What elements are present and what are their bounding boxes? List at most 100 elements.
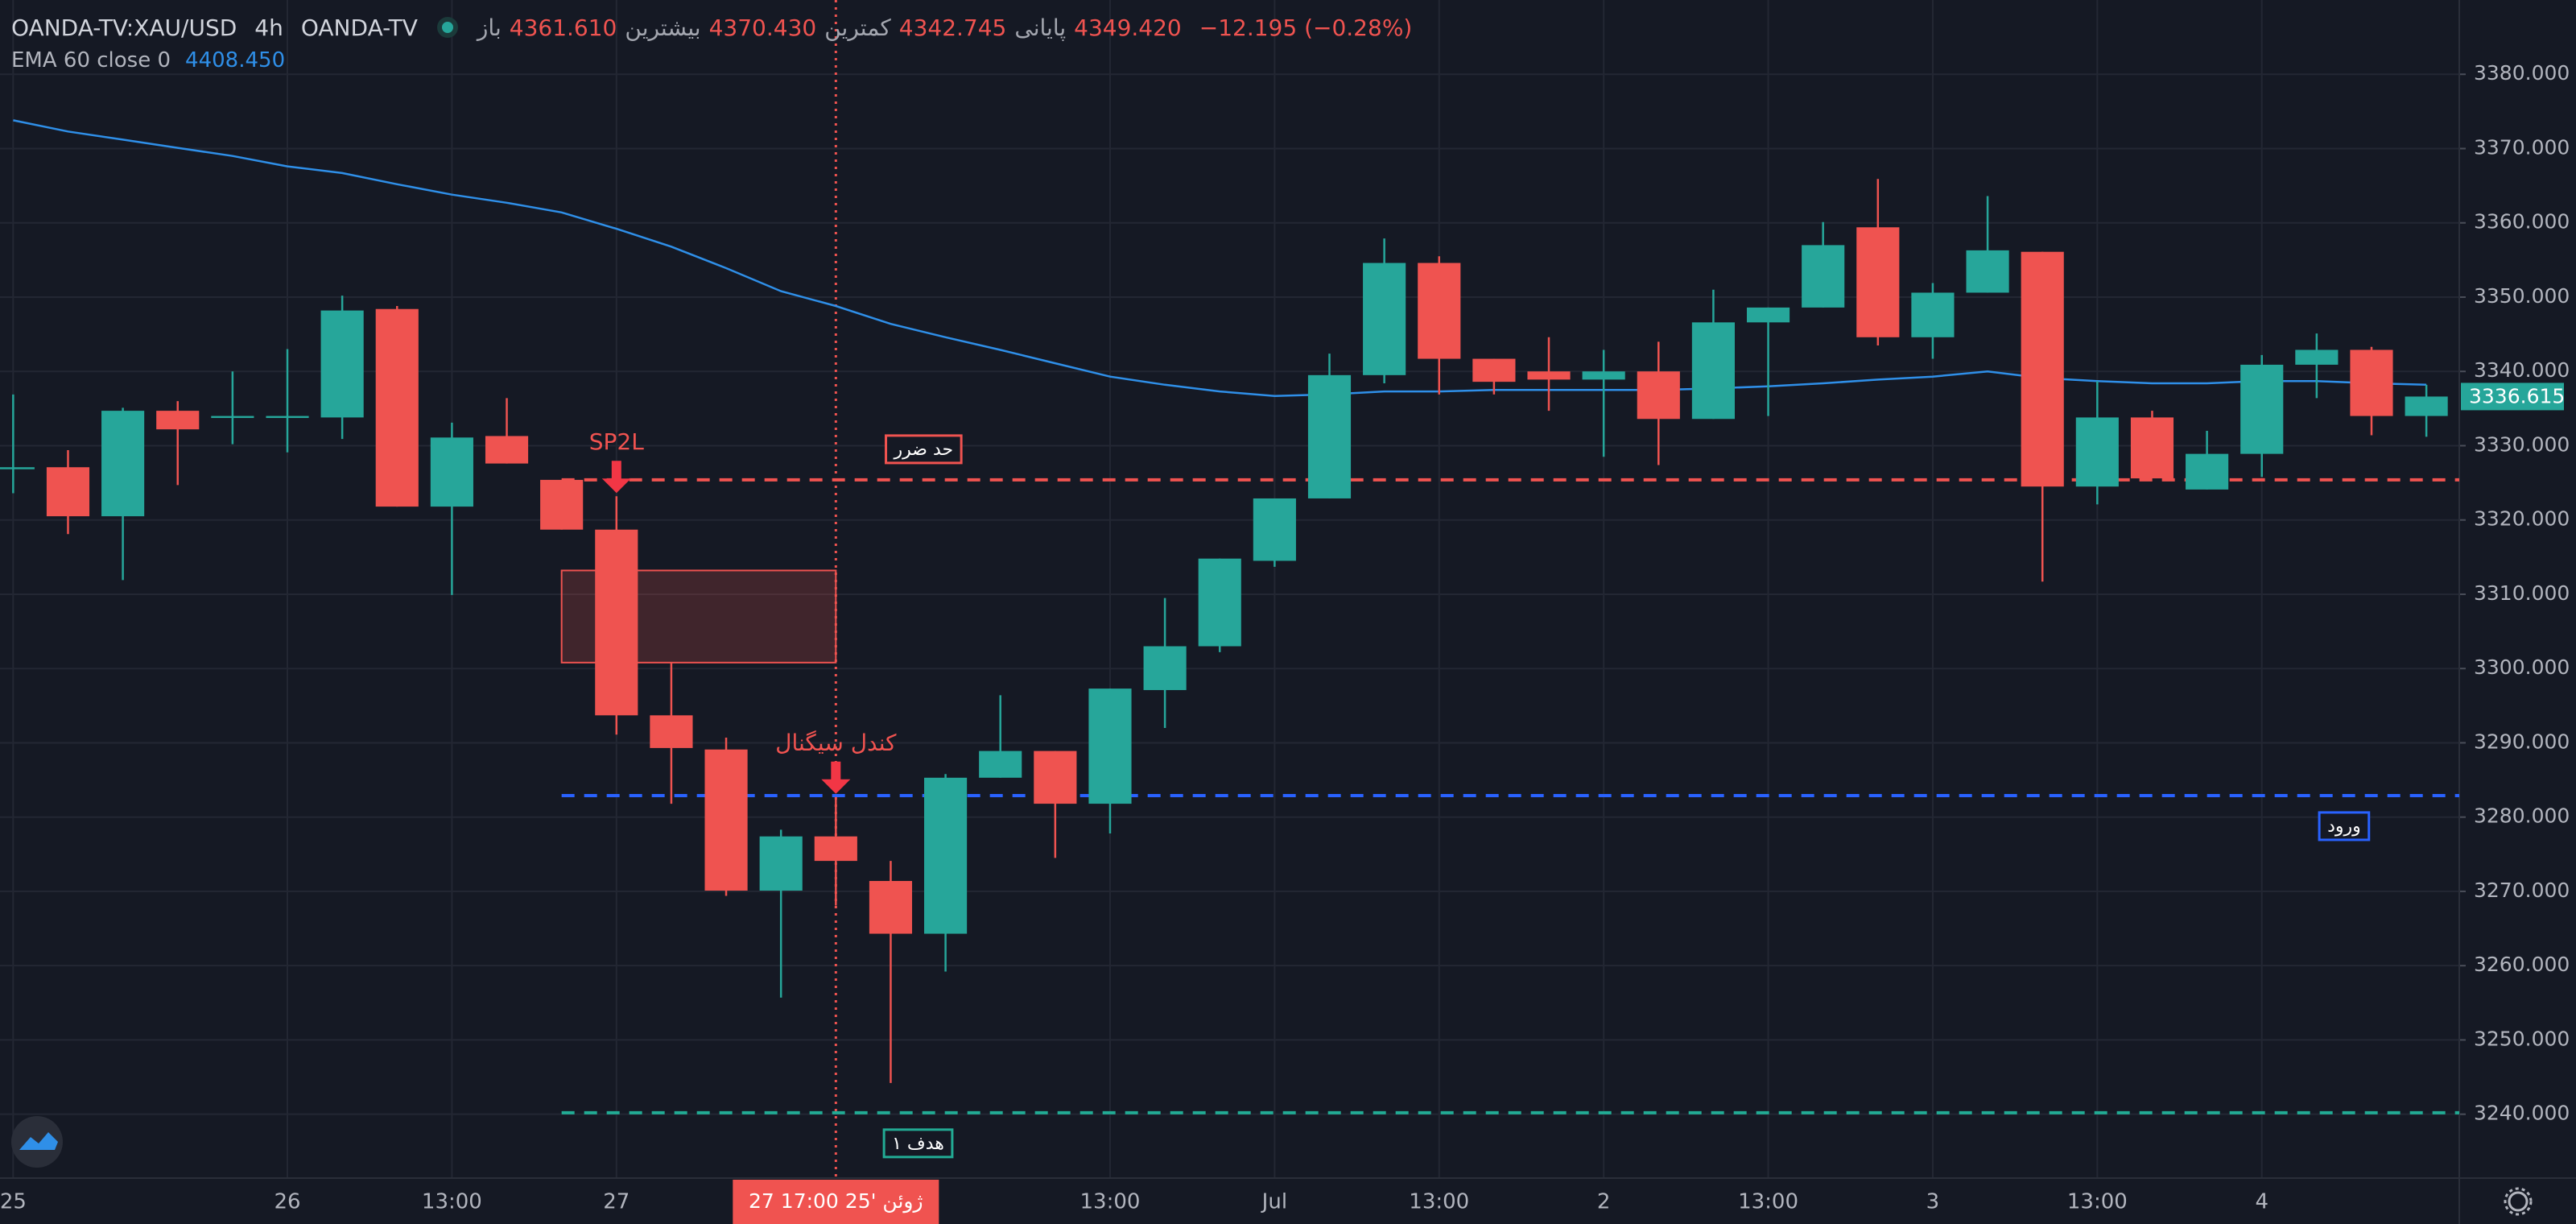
ohlc-label: کمترین xyxy=(824,14,891,41)
y-tick-label: 3280.000 xyxy=(2474,804,2570,828)
y-tick-label: 3330.000 xyxy=(2474,432,2570,456)
gear-outer xyxy=(2504,1187,2533,1216)
level-label: هدف ۱ xyxy=(882,1128,954,1159)
candle-body xyxy=(2405,396,2448,416)
gear-ring xyxy=(2508,1191,2529,1212)
indicator-name[interactable]: EMA 60 close 0 xyxy=(11,48,171,72)
source: OANDA-TV xyxy=(300,14,418,41)
annotation: SP2L xyxy=(589,428,644,455)
level-label-box xyxy=(885,434,963,465)
x-tick-label: 13:00 xyxy=(1080,1190,1141,1214)
indicator-legend: EMA 60 close 0 4408.450 xyxy=(11,48,285,72)
candle-body xyxy=(1363,263,1406,375)
level-label-text: هدف ۱ xyxy=(892,1134,944,1154)
candle-body xyxy=(1691,322,1735,420)
candle-body xyxy=(1307,374,1352,498)
crosshair-label-box xyxy=(733,1180,939,1224)
y-tick-label: 3340.000 xyxy=(2474,358,2570,382)
crosshair-label: 27 ژوئن '25 17:00 xyxy=(733,1180,939,1224)
symbol[interactable]: OANDA-TV:XAU/USD xyxy=(11,14,237,41)
candle-body xyxy=(430,437,473,507)
candle-body xyxy=(704,749,748,891)
x-tick-label: 2 xyxy=(1597,1190,1611,1214)
candle-body xyxy=(979,751,1022,778)
ohlc-value: 4342.745 xyxy=(898,14,1007,41)
candle-body xyxy=(924,777,968,934)
y-tick-label: 3370.000 xyxy=(2474,135,2570,159)
candle-body xyxy=(1911,292,1955,337)
ohlc-value: 4349.420 xyxy=(1074,14,1182,41)
y-tick-label: 3320.000 xyxy=(2474,507,2570,531)
candle-body xyxy=(46,467,90,517)
candle-body xyxy=(2295,349,2339,365)
y-tick-label: 3250.000 xyxy=(2474,1027,2570,1050)
y-tick-label: 3360.000 xyxy=(2474,210,2570,234)
logo-mark xyxy=(19,1132,58,1150)
candle-body xyxy=(1418,263,1461,359)
candle-body xyxy=(1746,307,1790,323)
candle-body xyxy=(1637,371,1680,420)
candle-body xyxy=(1034,751,1077,804)
candle-body xyxy=(1856,227,1900,337)
candle-body xyxy=(540,479,584,530)
x-tick-label: 26 xyxy=(274,1190,300,1214)
x-tick-label: 13:00 xyxy=(2067,1190,2128,1214)
ohlc-label: پایانی xyxy=(1014,14,1067,41)
last-price-label: 3336.615 xyxy=(2469,384,2565,407)
candle-body xyxy=(2240,364,2284,454)
level-label-box xyxy=(2318,811,2371,842)
candle-body xyxy=(375,308,419,507)
level-label-text: ورود xyxy=(2327,817,2361,837)
candle-body xyxy=(1582,371,1625,380)
interval[interactable]: 4h xyxy=(254,14,283,41)
ohlc-value: 4361.610 xyxy=(509,14,617,41)
candle-body xyxy=(1472,358,1516,382)
level-label: حد ضرر xyxy=(885,434,963,465)
candle-body xyxy=(650,715,693,748)
y-tick-label: 3380.000 xyxy=(2474,61,2570,85)
level-label-text: حد ضرر xyxy=(894,440,954,460)
y-tick-label: 3350.000 xyxy=(2474,284,2570,308)
x-tick-label: 13:00 xyxy=(422,1190,482,1214)
candle-body xyxy=(485,436,529,464)
signal-arrow xyxy=(821,761,851,794)
ohlc-label: باز xyxy=(477,14,502,41)
candle-body xyxy=(2350,349,2393,416)
ohlc: باز 4361.610 بیشترین 4370.430 کمترین 4342.745… xyxy=(477,14,1182,41)
ohlc-label: بیشترین xyxy=(625,14,701,41)
level-label: ورود xyxy=(2318,811,2371,842)
level-label-box xyxy=(882,1128,954,1159)
y-tick-label: 3290.000 xyxy=(2474,730,2570,753)
indicator-value: 4408.450 xyxy=(185,48,286,72)
signal-arrow xyxy=(601,461,631,494)
candle-body xyxy=(1966,250,2009,293)
x-tick-label: 25 xyxy=(0,1190,27,1214)
candle-body xyxy=(869,881,913,934)
y-tick-label: 3270.000 xyxy=(2474,879,2570,902)
last-price-box xyxy=(2461,382,2564,411)
candle-body xyxy=(595,529,638,716)
x-tick-label: Jul xyxy=(1261,1190,1287,1214)
settings-icon[interactable] xyxy=(2504,1187,2533,1216)
logo-circle xyxy=(11,1116,63,1168)
y-tick-label: 3300.000 xyxy=(2474,655,2570,679)
candle-body xyxy=(1088,688,1132,804)
x-tick-label: 4 xyxy=(2255,1190,2268,1214)
candle-body xyxy=(266,416,309,419)
candle-body xyxy=(1198,558,1241,647)
y-tick-label: 3260.000 xyxy=(2474,953,2570,976)
candle-body xyxy=(2130,417,2174,479)
logo xyxy=(11,1116,63,1168)
candle-body xyxy=(759,836,803,891)
crosshair-label-text: 27 ژوئن '25 17:00 xyxy=(749,1189,923,1214)
ohlc-value: 4370.430 xyxy=(708,14,817,41)
status-dot xyxy=(436,17,458,38)
candle-body xyxy=(1527,371,1571,380)
candle-body xyxy=(1253,498,1296,561)
candle-body xyxy=(2075,417,2119,487)
y-tick-label: 3240.000 xyxy=(2474,1102,2570,1125)
candle-body xyxy=(156,411,200,430)
candle-body xyxy=(211,416,254,419)
